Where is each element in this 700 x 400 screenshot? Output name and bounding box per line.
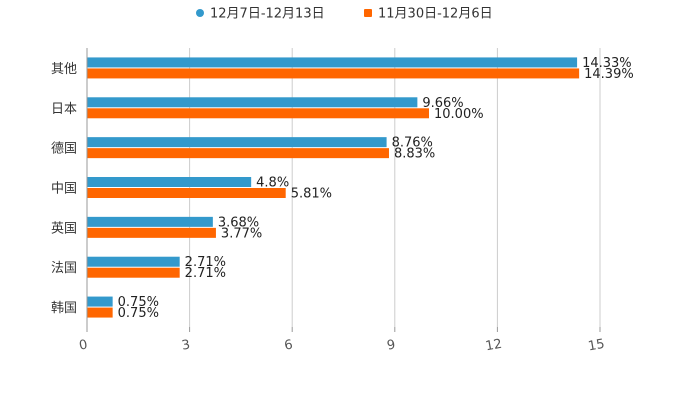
x-tick-label: 3 (181, 337, 192, 353)
category-label: 日本 (51, 102, 77, 117)
bar-value-label: 8.83% (394, 147, 435, 162)
bar-value-label: 8.76% (392, 136, 433, 151)
legend-item[interactable]: 11月30日-12月6日 (364, 7, 493, 22)
bar-value-label: 0.75% (118, 306, 159, 321)
bar-value-label: 5.81% (291, 187, 332, 202)
legend-item[interactable]: 12月7日-12月13日 (196, 7, 325, 22)
bar-series2 (87, 267, 180, 278)
bars (87, 57, 580, 318)
category-label: 中国 (51, 182, 77, 197)
category-label: 德国 (51, 142, 77, 157)
x-tick-label: 6 (283, 337, 294, 353)
bar-series1 (87, 216, 213, 227)
bar-series1 (87, 177, 252, 187)
bar-series2 (87, 188, 286, 198)
bar-value-label: 10.00% (434, 107, 484, 122)
legend-label: 11月30日-12月6日 (378, 7, 493, 22)
bar-series1 (87, 97, 418, 108)
bar-value-label: 9.66% (422, 96, 463, 111)
category-label: 法国 (51, 261, 77, 276)
category-label: 英国 (51, 221, 77, 236)
bar-series1 (87, 57, 578, 68)
bar-value-label: 14.39% (584, 67, 634, 82)
legend-marker-square (364, 9, 372, 17)
bar-series2 (87, 227, 216, 238)
legend-marker-circle (196, 9, 204, 17)
data-labels: 14.33%14.39% 9.66%10.00%8.76%8.83% 4.8%5.8… (118, 56, 634, 321)
bar-series1 (87, 137, 387, 148)
bar-series2 (87, 148, 389, 159)
bar-value-label: 14.33% (582, 56, 632, 71)
bar-value-label: 3.68% (218, 215, 259, 230)
bar-value-label: 0.75% (118, 295, 159, 310)
bar-series2 (87, 307, 113, 318)
x-tick-label: 9 (386, 337, 397, 353)
bar-series2 (87, 108, 429, 119)
bar-value-label: 4.8% (256, 176, 289, 191)
x-tick-label: 12 (484, 337, 503, 355)
grid-lines (86, 48, 601, 327)
bar-value-label: 3.77% (221, 226, 262, 241)
category-label: 韩国 (51, 301, 77, 316)
bar-series1 (87, 296, 113, 307)
x-tick-label: 15 (587, 337, 606, 355)
legend: 12月7日-12月13日 11月30日-12月6日 (196, 7, 493, 22)
category-label: 其他 (51, 62, 77, 77)
bar-value-label: 2.71% (185, 266, 226, 281)
legend-label: 12月7日-12月13日 (210, 7, 325, 22)
bar-series1 (87, 256, 180, 267)
x-tick-label: 0 (78, 337, 89, 353)
bar-series2 (87, 68, 580, 79)
bar-value-label: 2.71% (185, 255, 226, 270)
